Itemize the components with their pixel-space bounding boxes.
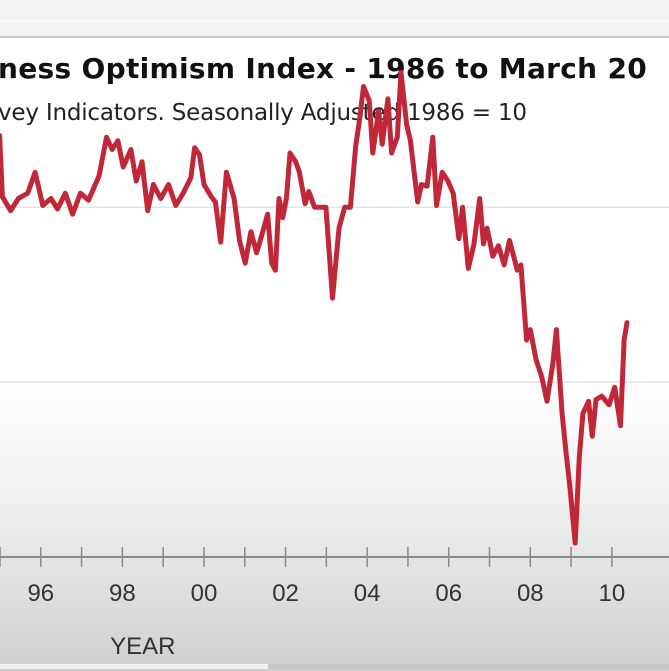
chart-title: ness Optimism Index - 1986 to March 20: [0, 52, 648, 85]
horizontal-scrollbar[interactable]: [0, 664, 669, 669]
x-ticks: [0, 547, 613, 567]
scrollbar-thumb[interactable]: [0, 664, 268, 669]
x-axis-title: YEAR: [110, 633, 175, 660]
x-tick-label-00: 00: [191, 580, 218, 607]
x-tick-labels: 96 98 00 02 04 06 08 10: [27, 580, 625, 607]
x-tick-label-96: 96: [27, 580, 54, 607]
x-tick-label-08: 08: [517, 580, 544, 607]
series: [0, 70, 630, 546]
x-tick-label-02: 02: [272, 580, 299, 607]
x-tick-label-98: 98: [109, 580, 136, 607]
series-line-0: [0, 70, 630, 546]
x-tick-label-06: 06: [435, 580, 462, 607]
window-top-bar: [0, 0, 669, 21]
chart-subtitle: vey Indicators. Seasonally Adjusted 1986…: [0, 100, 527, 126]
x-tick-label-04: 04: [354, 580, 381, 607]
x-tick-label-10: 10: [599, 580, 626, 607]
